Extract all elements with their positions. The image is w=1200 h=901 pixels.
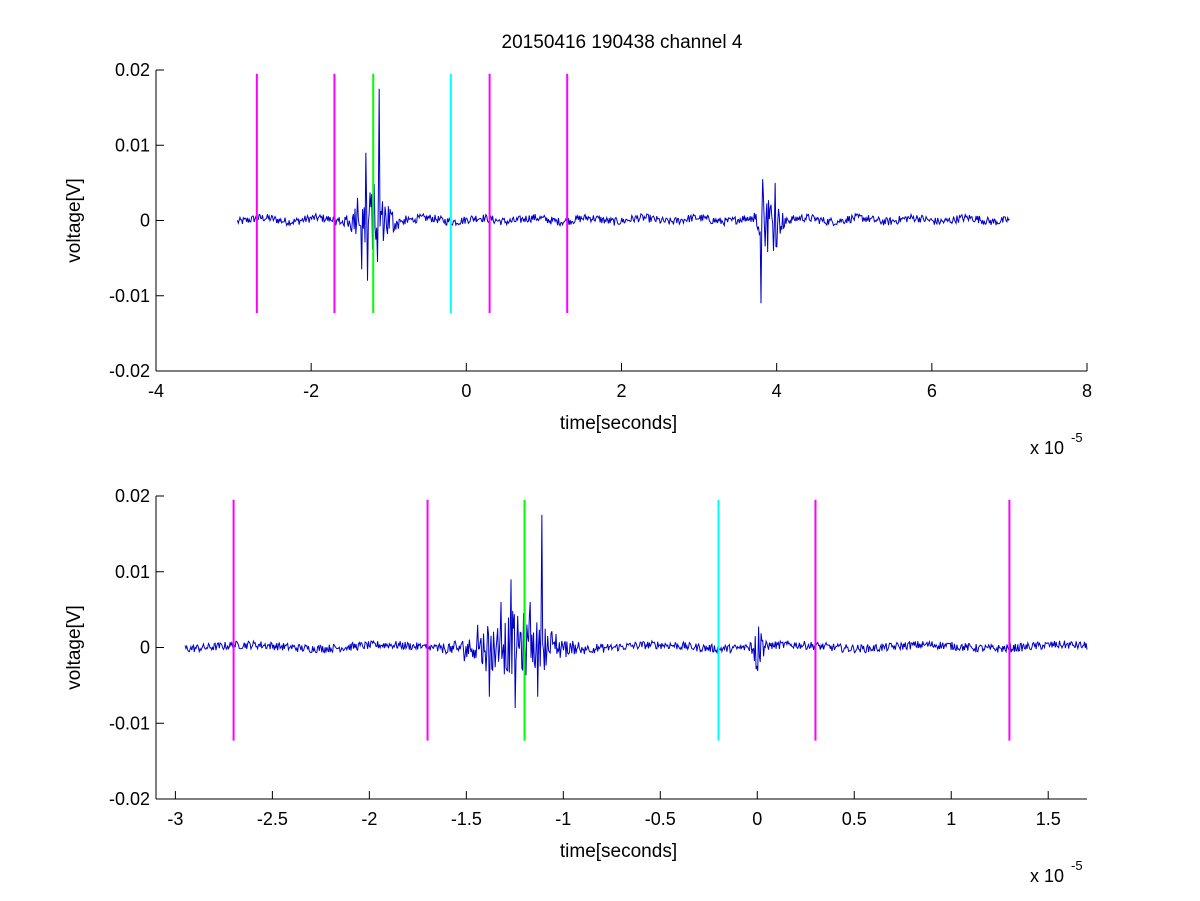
x-tick-label: -2.5 xyxy=(257,809,288,829)
x-tick-label: -2 xyxy=(303,381,319,401)
figure-title: 20150416 190438 channel 4 xyxy=(502,32,743,53)
x-tick-label: -0.5 xyxy=(645,809,676,829)
y-tick-label: 0.01 xyxy=(115,562,150,582)
x-tick-label: 2 xyxy=(616,381,626,401)
x-axis-label: time[seconds] xyxy=(560,413,677,434)
signal-trace xyxy=(184,514,1088,709)
y-axis-label: voltage[V] xyxy=(64,605,85,690)
x-tick-label: -3 xyxy=(167,809,183,829)
bottom-subplot: -3 -2.5 -2 -1.5 -1 -0.5 0 0.5 1 1.5 -0.02 -0.01 0 0.0… xyxy=(64,486,1088,886)
x-exponent-base: x 10 xyxy=(1030,438,1064,458)
x-tick-label: 0 xyxy=(461,381,471,401)
x-axis-label: time[seconds] xyxy=(560,841,677,862)
y-tick-label: 0.01 xyxy=(115,135,150,155)
y-tick-label: -0.01 xyxy=(109,286,150,306)
y-tick-label: -0.01 xyxy=(109,713,150,733)
x-tick-label: 4 xyxy=(772,381,782,401)
x-tick-label: -2 xyxy=(361,809,377,829)
top-subplot: -4 -2 0 2 4 6 8 -0.02 -0.01 0 0.01 0.02 time[seconds… xyxy=(64,60,1092,458)
y-tick-label: 0 xyxy=(140,211,150,231)
x-exponent-power: -5 xyxy=(1071,430,1083,445)
x-tick-label: 1 xyxy=(946,809,956,829)
x-tick-label: 1.5 xyxy=(1036,809,1061,829)
x-exponent-base: x 10 xyxy=(1030,866,1064,886)
y-axis-label: voltage[V] xyxy=(64,178,85,263)
signal-trace xyxy=(236,88,1010,304)
x-tick-label: -4 xyxy=(148,381,164,401)
x-tick-label: 0 xyxy=(752,809,762,829)
x-tick-label: 0.5 xyxy=(842,809,867,829)
x-tick-label: 8 xyxy=(1082,381,1092,401)
x-tick-label: -1 xyxy=(555,809,571,829)
x-tick-label: 6 xyxy=(927,381,937,401)
y-tick-label: -0.02 xyxy=(109,361,150,381)
y-tick-label: 0 xyxy=(140,638,150,658)
y-tick-label: -0.02 xyxy=(109,789,150,809)
y-tick-label: 0.02 xyxy=(115,60,150,80)
y-tick-label: 0.02 xyxy=(115,486,150,506)
x-exponent-power: -5 xyxy=(1071,858,1083,873)
x-tick-label: -1.5 xyxy=(451,809,482,829)
